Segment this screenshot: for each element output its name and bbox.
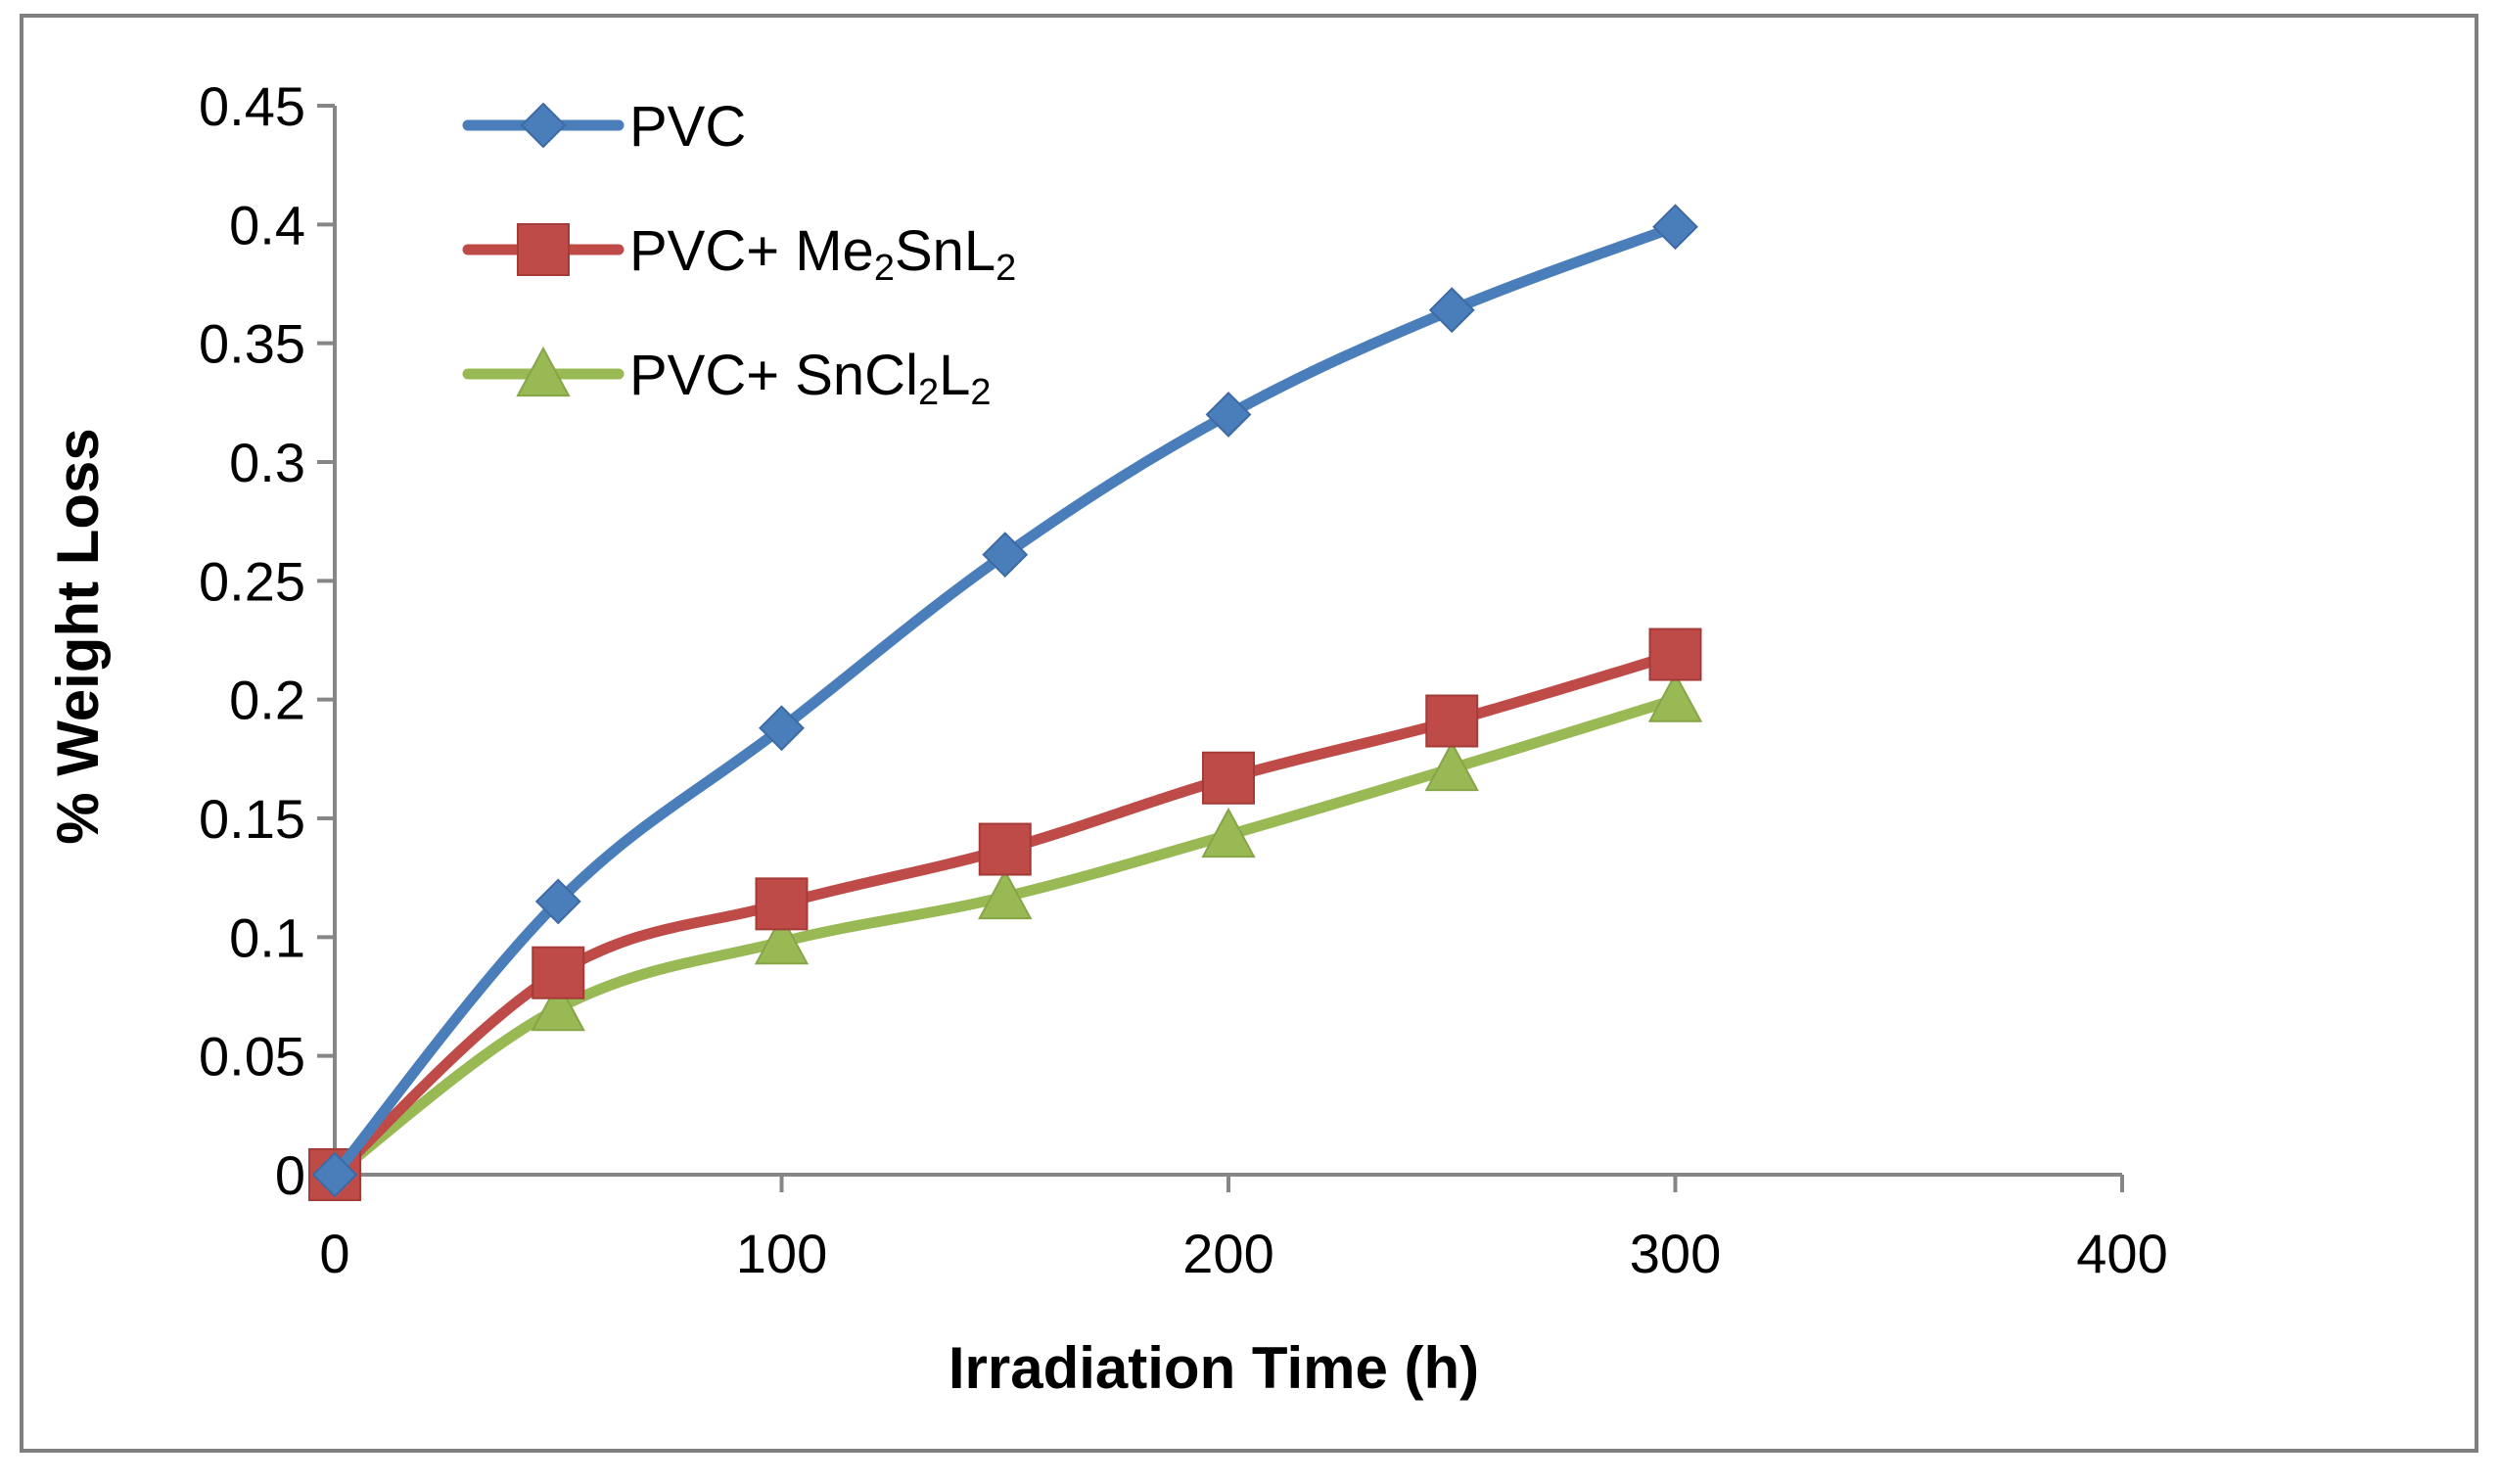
legend-label-part: PVC+ SnCl	[629, 344, 918, 407]
data-point	[1425, 694, 1479, 748]
data-point	[982, 532, 1029, 579]
data-point	[531, 981, 585, 1032]
legend-marker	[516, 346, 571, 397]
data-point	[1201, 807, 1256, 858]
data-point	[1648, 627, 1702, 681]
x-tick-label: 300	[1630, 1223, 1721, 1284]
data-point	[532, 946, 585, 999]
legend-label: PVC+ SnCl2L2	[629, 344, 992, 413]
legend-item: PVC+ SnCl2L2	[462, 344, 992, 413]
legend-item: PVC	[462, 95, 746, 159]
series-layer	[307, 204, 1703, 1201]
y-tick-label: 0.45	[199, 75, 305, 137]
data-point	[759, 705, 805, 752]
y-tick-label: 0.1	[229, 906, 305, 968]
legend-label-part: L	[939, 344, 970, 407]
legend-label-part: SnL	[895, 219, 995, 283]
chart-frame	[20, 14, 2478, 1453]
y-tick-label: 0.35	[199, 313, 305, 375]
legend-label-part: 2	[874, 248, 895, 289]
y-tick-label: 0.4	[229, 194, 305, 255]
x-tick-label: 200	[1182, 1223, 1273, 1284]
data-point	[311, 1151, 358, 1198]
data-point	[1647, 672, 1703, 722]
x-tick-label: 100	[736, 1223, 827, 1284]
y-tick-label: 0.15	[199, 788, 305, 850]
data-point	[755, 877, 809, 931]
data-point	[978, 822, 1032, 876]
y-axis-title: % Weight Loss	[45, 428, 111, 845]
x-tick-label: 400	[2076, 1223, 2167, 1284]
y-tick-label: 0.25	[199, 550, 305, 612]
legend-label: PVC+ Me2SnL2	[629, 219, 1016, 289]
legend-label-part: PVC	[629, 95, 746, 159]
data-point	[1652, 204, 1698, 251]
legend-label-part: 2	[995, 248, 1016, 289]
y-tick-label: 0.3	[229, 432, 305, 493]
y-tick-label: 0.05	[199, 1026, 305, 1088]
y-tick-label: 0.2	[229, 670, 305, 731]
y-tick-label: 0	[275, 1144, 305, 1206]
data-point	[978, 868, 1033, 920]
data-point	[1205, 392, 1252, 438]
series-0	[311, 204, 1698, 1198]
data-point	[1428, 287, 1475, 334]
data-point	[1202, 751, 1255, 805]
legend-label-part: PVC+ Me	[629, 219, 874, 283]
legend-label: PVC	[629, 95, 746, 159]
series-2	[307, 672, 1703, 1198]
legend-label-part: 2	[918, 372, 939, 413]
data-point	[754, 914, 810, 965]
legend-label-part: 2	[970, 372, 991, 413]
x-tick-label: 0	[319, 1223, 349, 1284]
axis-ticks: 0 0.05 0.1 0.15 0.2 0.25 0.3 0.35 0.4 0.45 0 100 200…	[199, 75, 2168, 1284]
series-line	[329, 694, 1681, 1181]
data-point	[534, 878, 581, 925]
legend-marker	[520, 102, 567, 149]
x-axis-title: Irradiation Time (h)	[949, 1335, 1479, 1401]
series-1	[308, 627, 1702, 1201]
legend-marker	[517, 223, 570, 276]
axes	[333, 106, 2122, 1177]
legend-item: PVC+ Me2SnL2	[462, 219, 1016, 289]
data-point	[1424, 740, 1479, 792]
